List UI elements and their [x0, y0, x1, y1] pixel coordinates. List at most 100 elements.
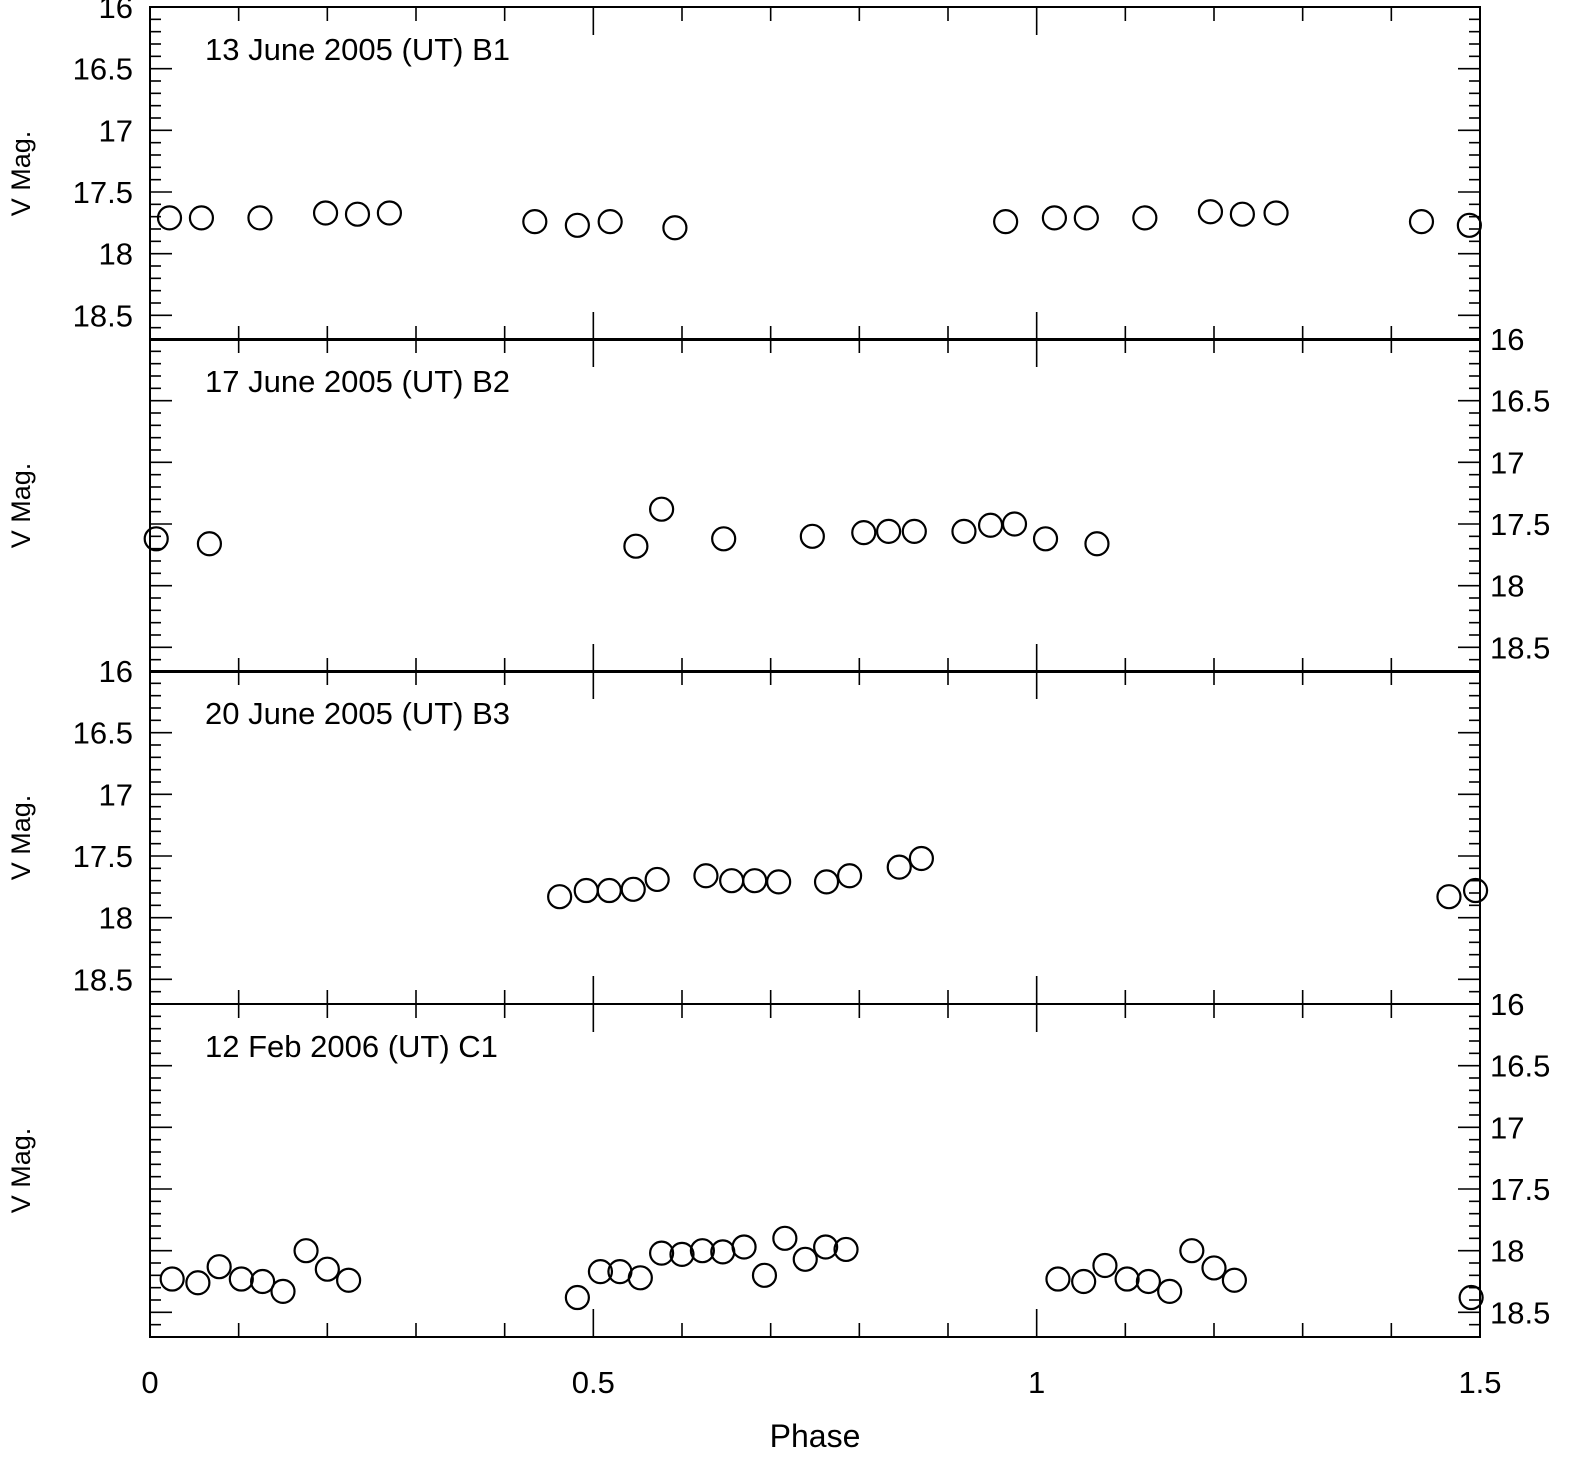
- data-point: [993, 209, 1019, 235]
- series-points: [547, 845, 1489, 910]
- y-tick-label: 17: [99, 113, 133, 148]
- data-point: [875, 518, 902, 545]
- y-tick-label: 18.5: [73, 962, 133, 997]
- data-point: [1041, 205, 1068, 231]
- data-point: [799, 523, 825, 549]
- data-point: [742, 868, 768, 894]
- data-point: [250, 1268, 276, 1295]
- panel-title: 12 Feb 2006 (UT) C1: [205, 1029, 498, 1064]
- data-point: [156, 205, 183, 231]
- panel-4: 16 16.5 17 17.5 18 18.5 12 Feb 2006 (UT) C1 V M…: [6, 987, 1550, 1338]
- y-axis-title: V Mag.: [6, 795, 36, 881]
- data-point: [886, 854, 912, 880]
- y-tick-label: 18.5: [1490, 1295, 1550, 1330]
- data-point: [564, 1284, 590, 1311]
- y-tick-label: 17.5: [73, 839, 133, 874]
- y-tick-label: 16.5: [73, 716, 133, 751]
- panel-title: 20 June 2005 (UT) B3: [205, 696, 510, 731]
- x-tick-label: 1.5: [1458, 1365, 1501, 1400]
- data-point: [711, 526, 737, 552]
- panel-title: 17 June 2005 (UT) B2: [205, 364, 510, 399]
- y-tick-label: 17: [99, 777, 133, 812]
- data-point: [159, 1266, 185, 1292]
- data-point: [185, 1270, 211, 1296]
- data-point: [766, 869, 792, 895]
- data-point: [376, 200, 402, 226]
- y-tick-label: 16: [99, 654, 133, 689]
- data-point: [649, 1240, 675, 1266]
- data-point: [293, 1238, 319, 1264]
- y-tick-label: 18: [99, 237, 133, 272]
- data-point: [951, 518, 977, 545]
- data-point: [1197, 199, 1224, 225]
- series-points: [156, 199, 1482, 241]
- data-point: [901, 518, 927, 545]
- data-point: [1135, 1268, 1161, 1295]
- data-point: [689, 1238, 715, 1264]
- data-point: [908, 845, 935, 872]
- data-point: [1179, 1238, 1205, 1264]
- data-point: [669, 1241, 695, 1267]
- data-point: [977, 512, 1004, 538]
- data-point: [1201, 1255, 1227, 1281]
- data-point: [564, 212, 590, 238]
- data-point: [836, 863, 863, 889]
- y-axis-title: V Mag.: [6, 1128, 36, 1214]
- data-point: [792, 1246, 818, 1272]
- data-point: [833, 1236, 859, 1263]
- data-point: [1456, 212, 1482, 238]
- data-point: [1408, 209, 1435, 235]
- data-point: [627, 1265, 653, 1291]
- data-point: [1114, 1266, 1140, 1292]
- data-point: [270, 1278, 296, 1304]
- data-point: [1045, 1266, 1071, 1292]
- y-tick-label: 16: [1490, 987, 1524, 1022]
- data-point: [1073, 205, 1099, 231]
- y-tick-label: 17: [1490, 445, 1524, 480]
- data-point: [1001, 511, 1028, 537]
- data-point: [1263, 200, 1289, 226]
- data-point: [1071, 1268, 1097, 1295]
- data-point: [813, 1234, 839, 1260]
- data-point: [1229, 201, 1255, 227]
- y-tick-label: 16: [99, 0, 133, 25]
- data-point: [693, 863, 719, 889]
- data-point: [751, 1262, 778, 1288]
- panels-group: 16 16.5 17 17.5 18 18.5 13 June 2005 (UT) B1 V …: [6, 0, 1550, 1338]
- panel-3: 16 16.5 17 17.5 18 18.5 20 June 2005 (UT) B3 V …: [6, 654, 1489, 1005]
- data-point: [312, 200, 339, 226]
- data-point: [587, 1259, 614, 1285]
- data-point: [813, 869, 840, 895]
- data-point: [1032, 526, 1059, 552]
- y-tick-label: 16: [1490, 322, 1524, 357]
- data-point: [228, 1266, 254, 1292]
- y-tick-label: 18: [1490, 1234, 1524, 1269]
- panel-title: 13 June 2005 (UT) B1: [205, 32, 510, 67]
- panel-2: 16 16.5 17 17.5 18 18.5 17 June 2005 (UT) B2 V …: [6, 322, 1550, 673]
- data-point: [719, 868, 745, 894]
- data-point: [597, 209, 623, 235]
- y-axis-title: V Mag.: [6, 131, 36, 217]
- data-point: [596, 877, 622, 904]
- data-point: [1132, 205, 1158, 231]
- y-tick-label: 16.5: [1490, 1049, 1550, 1084]
- data-point: [620, 876, 646, 902]
- data-point: [731, 1234, 757, 1260]
- x-tick-label: 0.5: [572, 1365, 615, 1400]
- y-tick-label: 16.5: [1490, 384, 1550, 419]
- panel-frame: [149, 1003, 1481, 1338]
- data-point: [644, 866, 670, 893]
- data-point: [522, 209, 548, 235]
- series-points: [143, 496, 1110, 559]
- y-tick-label: 18: [1490, 569, 1524, 604]
- data-point: [573, 877, 599, 904]
- data-point: [196, 531, 223, 557]
- data-point: [662, 215, 688, 241]
- y-tick-label: 18.5: [73, 298, 133, 333]
- data-point: [772, 1225, 798, 1251]
- y-tick-label: 17: [1490, 1110, 1524, 1145]
- data-point: [851, 520, 877, 546]
- y-tick-label: 17.5: [1490, 1172, 1550, 1207]
- x-tick-label: 0: [141, 1365, 158, 1400]
